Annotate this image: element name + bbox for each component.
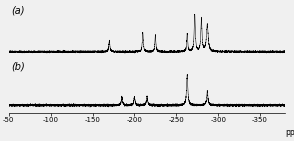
Text: (b): (b) — [11, 61, 25, 71]
Text: (a): (a) — [11, 6, 25, 16]
Text: ppm: ppm — [285, 128, 294, 137]
